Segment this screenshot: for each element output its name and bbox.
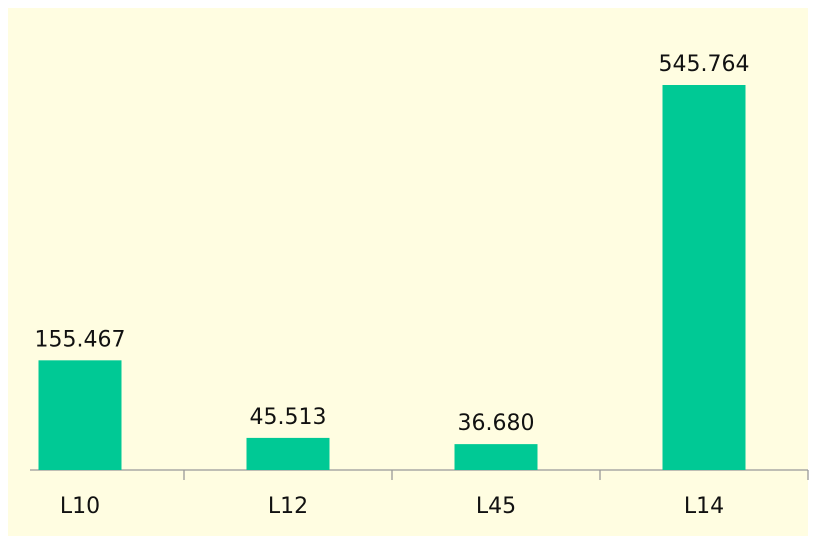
bar [662,85,746,470]
x-tick-label: L45 [476,494,516,519]
value-label: 45.513 [250,405,327,430]
bar [246,437,330,470]
bar [38,360,122,470]
value-label: 545.764 [659,52,750,77]
value-label: 155.467 [35,327,126,352]
x-tick-label: L14 [684,494,724,519]
value-label: 36.680 [458,411,535,436]
x-tick-label: L10 [60,494,100,519]
x-tick-label: L12 [268,494,308,519]
bar [454,444,538,470]
